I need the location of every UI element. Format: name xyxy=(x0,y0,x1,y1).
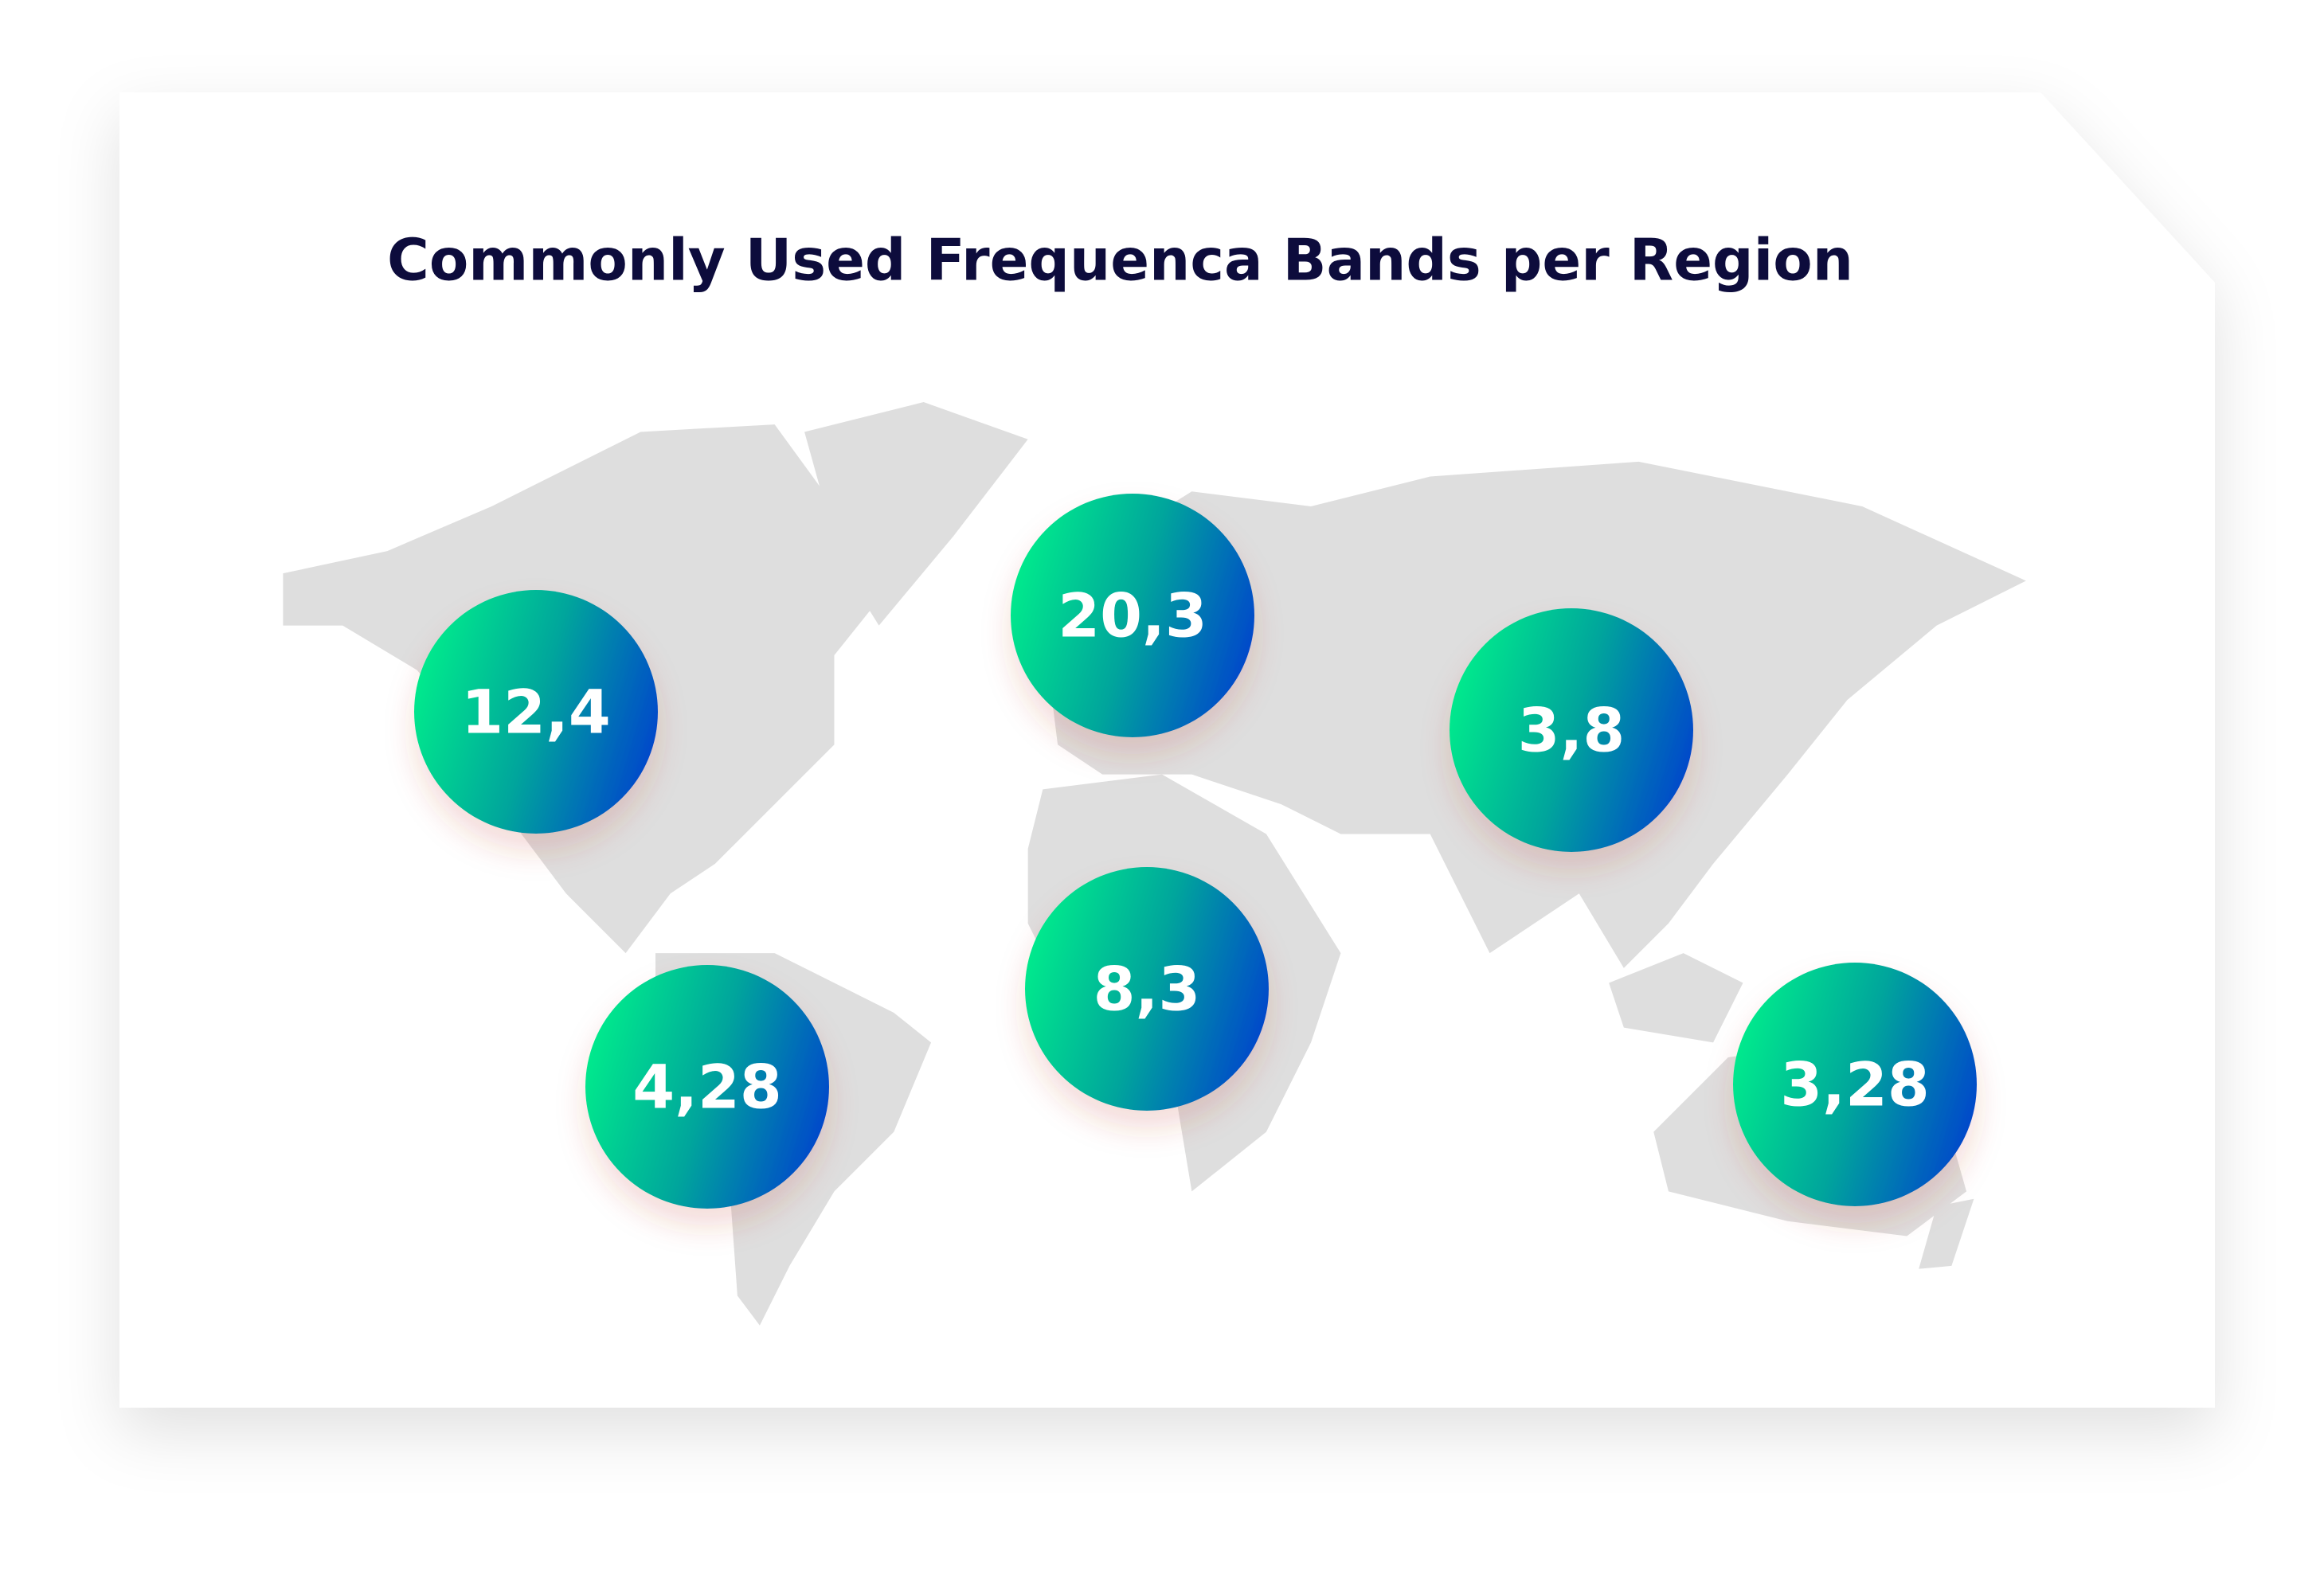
region-marker: 3,28 xyxy=(1733,963,1977,1206)
region-marker: 12,4 xyxy=(414,590,658,834)
marker-bubble xyxy=(1733,963,1977,1206)
region-marker: 4,28 xyxy=(585,965,829,1209)
marker-bubble xyxy=(1450,608,1693,852)
southeast-asia xyxy=(1609,953,1743,1043)
greenland xyxy=(804,402,1028,626)
marker-label: 4,28 xyxy=(632,1052,782,1123)
region-marker: 8,3 xyxy=(1025,867,1269,1111)
marker-label: 20,3 xyxy=(1058,580,1207,651)
markers: 12,4 20,3 3,8 8,3 4,28 3,28 xyxy=(414,494,1977,1209)
title: Commonly Used Frequenca Bands per Region xyxy=(387,227,1853,294)
marker-bubble xyxy=(414,590,658,834)
marker-label: 8,3 xyxy=(1094,954,1201,1025)
marker-bubble xyxy=(1025,867,1269,1111)
marker-label: 12,4 xyxy=(461,677,611,748)
region-marker: 20,3 xyxy=(1011,494,1254,737)
marker-label: 3,28 xyxy=(1780,1049,1930,1120)
marker-bubble xyxy=(585,965,829,1209)
new-zealand xyxy=(1919,1198,1974,1269)
marker-bubble xyxy=(1011,494,1254,737)
region-marker: 3,8 xyxy=(1450,608,1693,852)
marker-label: 3,8 xyxy=(1518,695,1626,766)
